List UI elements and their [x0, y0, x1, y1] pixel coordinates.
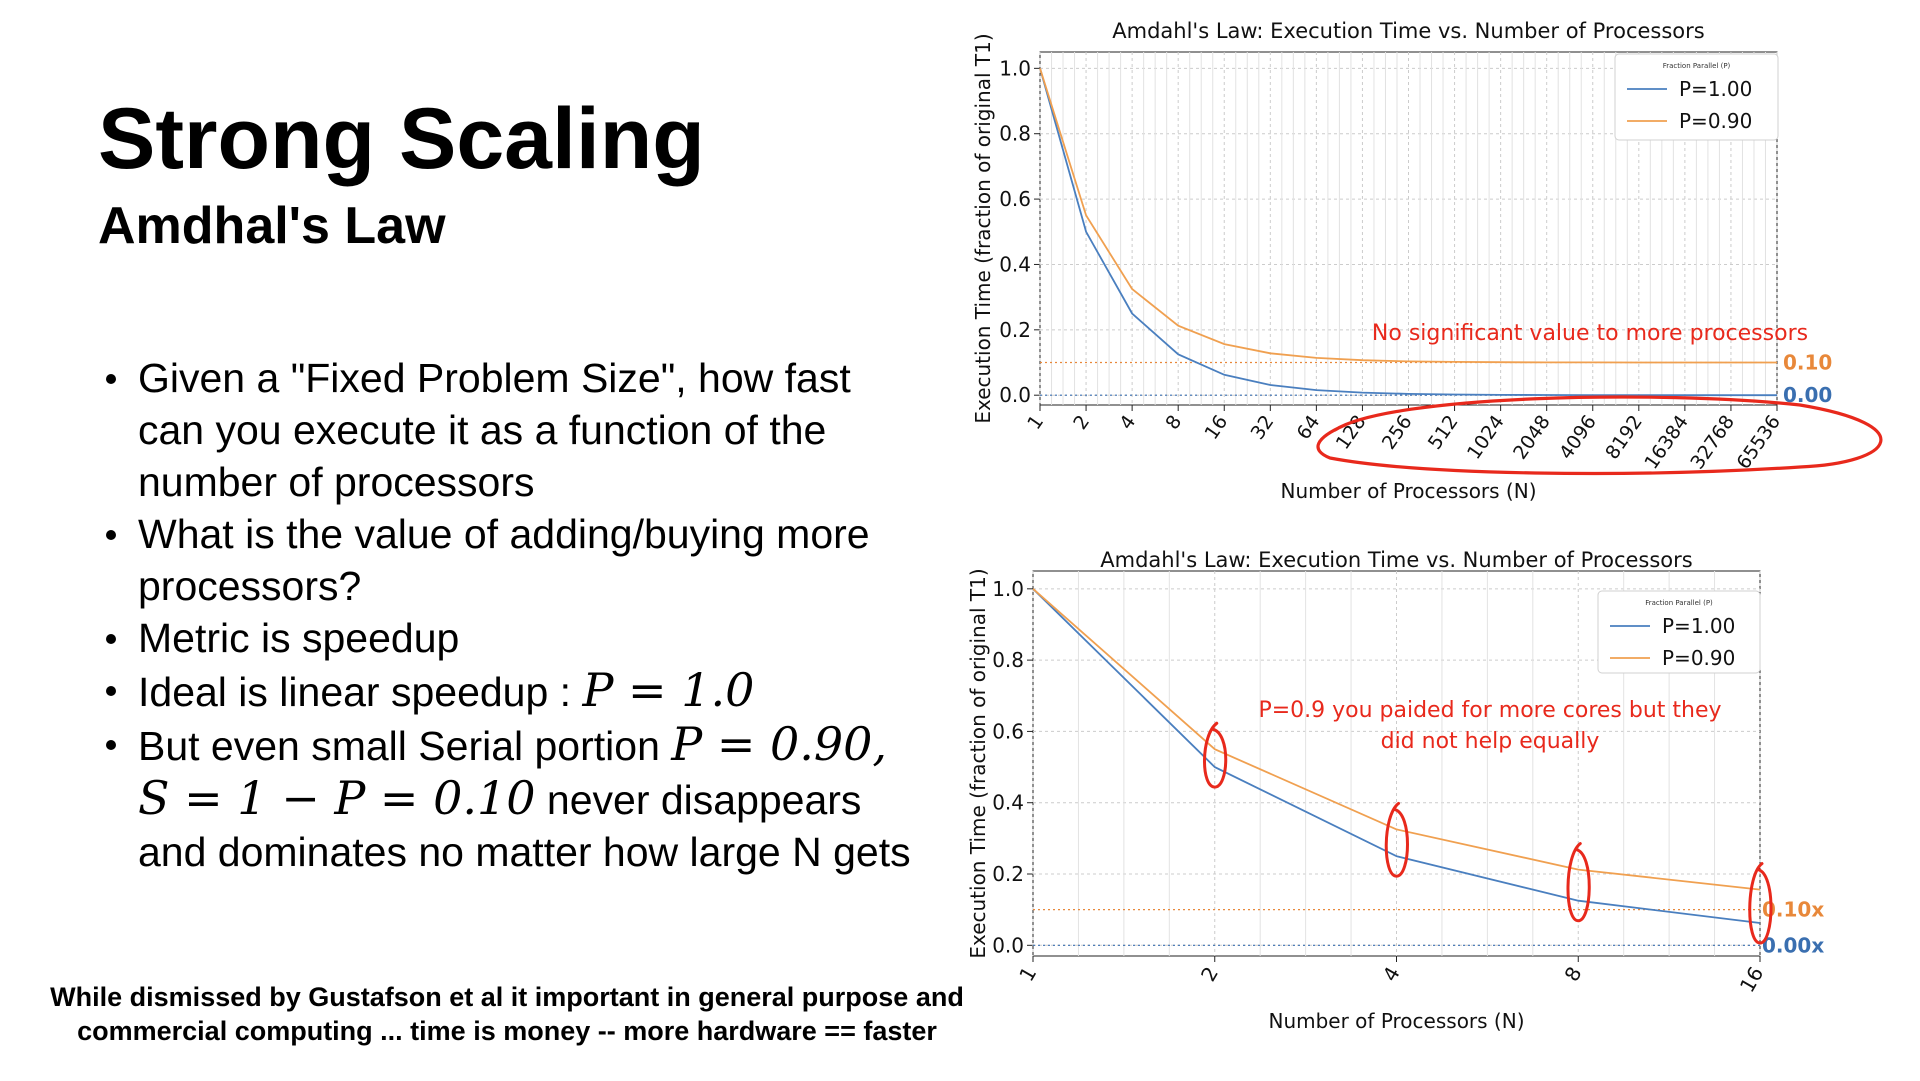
- hand-drawn-ellipse: [1316, 395, 1883, 476]
- x-tick-label: 64: [1293, 411, 1325, 443]
- x-tick-label: 512: [1424, 411, 1463, 453]
- chart-annotation: P=0.9 you paided for more cores but they: [1258, 698, 1721, 723]
- reference-line-label: 0.00x: [1762, 933, 1824, 957]
- x-tick-label: 4096: [1555, 411, 1601, 463]
- x-tick-label: 8192: [1601, 411, 1647, 463]
- x-tick-label: 4: [1378, 963, 1405, 986]
- bullet-item: What is the value of adding/buying more …: [104, 508, 924, 612]
- x-tick-label: 2048: [1509, 411, 1555, 463]
- x-tick-label: 8: [1559, 963, 1586, 986]
- legend-box: [1614, 53, 1779, 141]
- x-tick-label: 65536: [1732, 411, 1785, 473]
- hand-drawn-circle: [1384, 801, 1409, 878]
- bullet-text: Metric is speedup: [138, 615, 460, 661]
- y-tick-label: 0.2: [999, 318, 1031, 342]
- x-tick-label: 2: [1069, 411, 1094, 434]
- legend-title: Fraction Parallel (P): [1663, 62, 1731, 70]
- chart-2: 0.00.20.40.60.81.01 2 4 8 160.10x0.00xAmdahl…: [966, 548, 1824, 1033]
- y-tick-label: 0.4: [992, 791, 1024, 815]
- y-tick-label: 0.8: [999, 122, 1031, 146]
- y-axis-label: Execution Time (fraction of original T1): [971, 33, 995, 423]
- x-tick-label: 2: [1196, 963, 1223, 986]
- bullet-item: Metric is speedup: [104, 612, 924, 664]
- bullet-text-after: never disappears and dominates no matter…: [138, 777, 911, 875]
- bullet-item: Ideal is linear speedup : P = 1.0: [104, 664, 924, 718]
- slide-title: Strong Scaling: [98, 91, 705, 187]
- y-tick-label: 0.6: [992, 719, 1024, 743]
- x-tick-label: 4: [1115, 411, 1140, 434]
- y-axis-label: Execution Time (fraction of original T1): [966, 568, 990, 958]
- reference-line-label: 0.10: [1783, 351, 1832, 375]
- bullet-item: But even small Serial portion P = 0.90, …: [104, 718, 924, 878]
- x-tick-label: 8: [1161, 411, 1186, 434]
- y-tick-label: 1.0: [992, 577, 1024, 601]
- bullet-text: But even small Serial portion: [138, 723, 672, 769]
- bullet-text: Ideal is linear speedup :: [138, 669, 583, 715]
- y-tick-label: 0.0: [999, 383, 1031, 407]
- chart-annotation: did not help equally: [1381, 729, 1600, 754]
- x-tick-label: 32768: [1686, 411, 1739, 473]
- x-tick-label: 16384: [1640, 411, 1693, 473]
- x-tick-label: 1024: [1463, 411, 1509, 463]
- footnote: While dismissed by Gustafson et al it im…: [50, 982, 964, 1046]
- y-tick-label: 0.4: [999, 252, 1031, 276]
- math-expression: P = 0.90, S = 1 − P = 0.10: [138, 717, 888, 825]
- x-tick-label: 16: [1200, 411, 1232, 443]
- y-tick-label: 0.8: [992, 648, 1024, 672]
- y-tick-label: 0.6: [999, 187, 1031, 211]
- legend-title: Fraction Parallel (P): [1645, 599, 1713, 607]
- x-tick-label: 1: [1014, 963, 1041, 986]
- bullet-text: Given a "Fixed Problem Size", how fast c…: [138, 355, 851, 505]
- legend-label: P=0.90: [1662, 646, 1735, 670]
- chart-annotation: No significant value to more processors: [1372, 321, 1808, 346]
- x-tick-label: 256: [1378, 411, 1417, 453]
- bullet-text: What is the value of adding/buying more …: [138, 511, 870, 609]
- legend-label: P=1.00: [1679, 77, 1752, 101]
- bullet-item: Given a "Fixed Problem Size", how fast c…: [104, 352, 924, 508]
- slide-subtitle: Amdhal's Law: [98, 197, 446, 255]
- y-tick-label: 0.2: [992, 862, 1024, 886]
- chart-1: 0.00.20.40.60.81.01 2 4 8 16 32 64 128 256 512 102…: [971, 19, 1883, 503]
- chart-title: Amdahl's Law: Execution Time vs. Number …: [1112, 19, 1704, 43]
- legend-label: P=0.90: [1679, 109, 1752, 133]
- math-expression: P = 1.0: [582, 663, 755, 717]
- bullet-list: Given a "Fixed Problem Size", how fast c…: [104, 352, 924, 878]
- x-tick-label: 32: [1247, 411, 1279, 443]
- y-tick-label: 1.0: [999, 56, 1031, 80]
- hand-drawn-circle: [1203, 721, 1228, 789]
- x-axis-label: Number of Processors (N): [1268, 1009, 1524, 1033]
- y-tick-label: 0.0: [992, 933, 1024, 957]
- legend-box: [1597, 590, 1761, 674]
- chart-title: Amdahl's Law: Execution Time vs. Number …: [1100, 548, 1692, 572]
- x-tick-label: 16: [1735, 963, 1769, 997]
- legend-label: P=1.00: [1662, 614, 1735, 638]
- hand-drawn-circle: [1748, 862, 1773, 945]
- x-tick-label: 1: [1023, 411, 1048, 434]
- x-axis-label: Number of Processors (N): [1280, 479, 1536, 503]
- hand-drawn-circle: [1566, 842, 1591, 923]
